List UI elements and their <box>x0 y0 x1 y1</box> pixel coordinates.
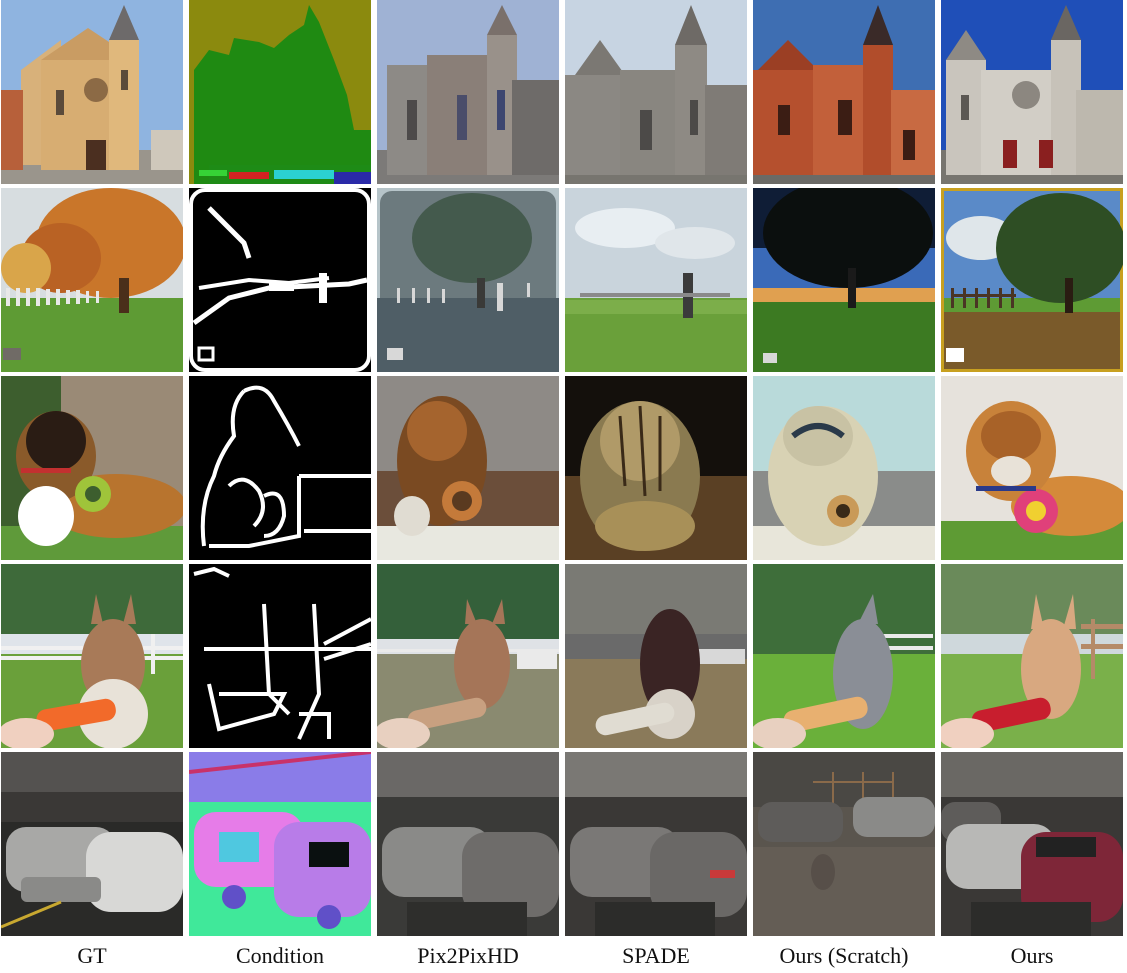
ours-llama-image <box>941 564 1123 748</box>
ours-scratch-cars-image <box>753 752 935 936</box>
ours-dog-image <box>941 376 1123 560</box>
ours-church-image <box>941 0 1123 184</box>
spade-dog-image <box>565 376 747 560</box>
spade-church-image <box>565 0 747 184</box>
spade-cars-image <box>565 752 747 936</box>
spade-llama-image <box>565 564 747 748</box>
gt-llama-image <box>1 564 183 748</box>
ours-scratch-dog-image <box>753 376 935 560</box>
image-grid <box>1 0 1126 936</box>
column-label-ours: Ours <box>941 938 1123 973</box>
ours-tree-image <box>941 188 1123 372</box>
gt-tree-image <box>1 188 183 372</box>
gt-cars-image <box>1 752 183 936</box>
condition-llama-edge-map <box>189 564 371 748</box>
column-label-pix2pixhd: Pix2PixHD <box>377 938 559 973</box>
ours-scratch-llama-image <box>753 564 935 748</box>
ours-scratch-church-image <box>753 0 935 184</box>
column-labels: GT Condition Pix2PixHD SPADE Ours (Scrat… <box>1 938 1126 973</box>
pix2pixhd-dog-image <box>377 376 559 560</box>
condition-church-segmentation <box>189 0 371 184</box>
column-label-condition: Condition <box>189 938 371 973</box>
ours-scratch-tree-image <box>753 188 935 372</box>
pix2pixhd-cars-image <box>377 752 559 936</box>
pix2pixhd-church-image <box>377 0 559 184</box>
ours-cars-image <box>941 752 1123 936</box>
column-label-spade: SPADE <box>565 938 747 973</box>
pix2pixhd-tree-image <box>377 188 559 372</box>
condition-dog-edge-map <box>189 376 371 560</box>
gt-dog-image <box>1 376 183 560</box>
spade-tree-image <box>565 188 747 372</box>
column-label-gt: GT <box>1 938 183 973</box>
gt-church-image <box>1 0 183 184</box>
condition-tree-edge-map <box>189 188 371 372</box>
column-label-ours-scratch: Ours (Scratch) <box>753 938 935 973</box>
condition-cars-normal-map <box>189 752 371 936</box>
pix2pixhd-llama-image <box>377 564 559 748</box>
